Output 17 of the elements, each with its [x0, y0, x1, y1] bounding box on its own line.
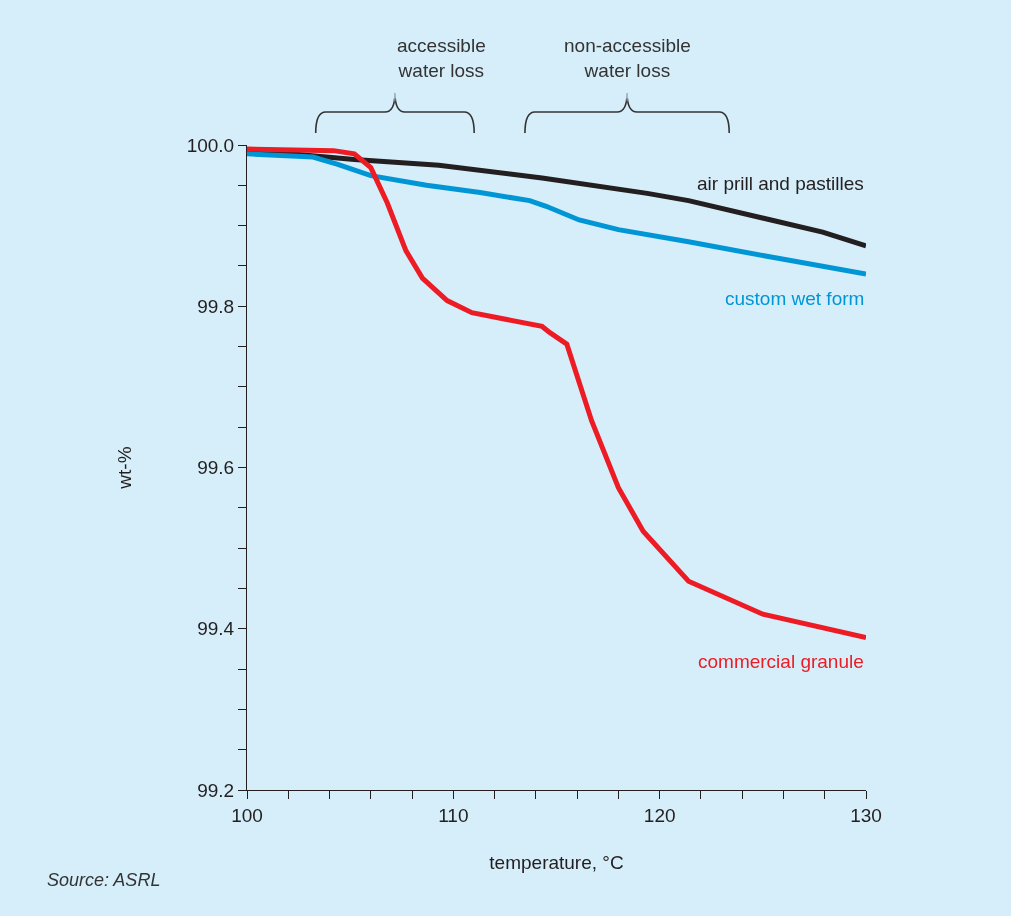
series-label: commercial granule [698, 651, 864, 672]
y-tick-label: 99.2 [197, 779, 235, 801]
y-tick-label: 99.6 [197, 457, 235, 479]
x-axis-title: temperature, °C [489, 851, 624, 873]
text: accessible water loss [397, 35, 486, 81]
x-tick-label: 100 [231, 804, 263, 826]
y-tick-label: 100.0 [186, 134, 235, 156]
source-note: Source: ASRL [47, 870, 161, 890]
y-axis-title: wt-% [113, 446, 135, 490]
y-tick-label: 99.4 [197, 618, 235, 640]
text: non-accessible water loss [564, 35, 691, 81]
y-tick-label: 99.8 [197, 295, 235, 317]
series-label: custom wet form [725, 288, 865, 309]
x-tick-label: 120 [643, 804, 676, 826]
x-tick-label: 110 [438, 804, 469, 826]
x-tick-label: 130 [850, 804, 882, 826]
series-label: air prill and pastilles [697, 173, 864, 194]
